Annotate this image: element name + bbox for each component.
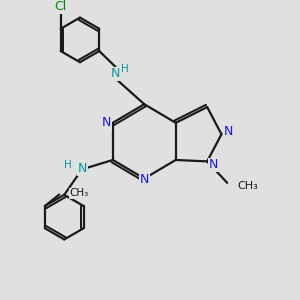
- Text: N: N: [224, 125, 233, 138]
- Text: CH₃: CH₃: [69, 188, 88, 198]
- Text: N: N: [209, 158, 218, 171]
- Text: Cl: Cl: [55, 0, 67, 13]
- Text: H: H: [64, 160, 72, 170]
- Text: N: N: [102, 116, 111, 129]
- Text: CH₃: CH₃: [237, 181, 258, 191]
- Text: N: N: [140, 173, 149, 187]
- Text: N: N: [111, 67, 120, 80]
- Text: N: N: [78, 162, 87, 175]
- Text: H: H: [121, 64, 129, 74]
